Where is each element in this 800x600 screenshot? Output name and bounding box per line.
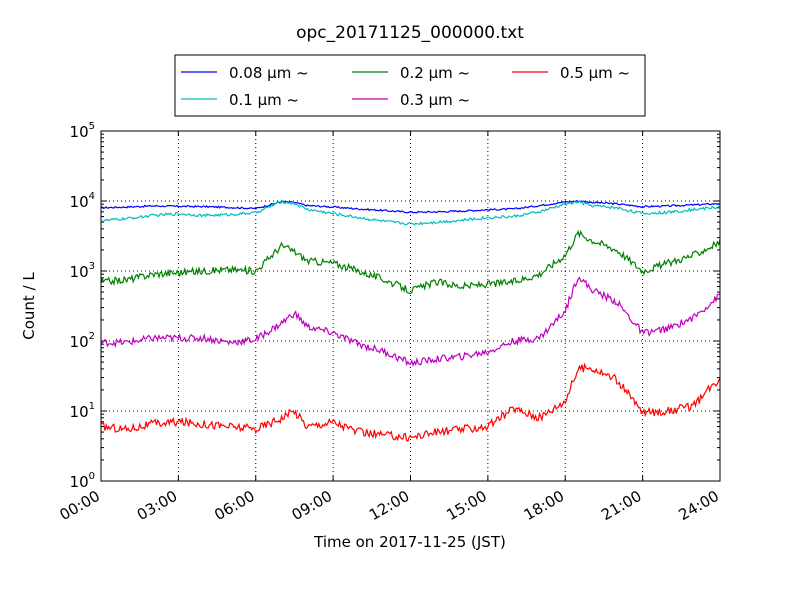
x-tick-label: 06:00 (211, 487, 257, 524)
series-line (100, 229, 721, 295)
x-tick-label: 00:00 (57, 487, 103, 524)
x-tick-label: 09:00 (289, 487, 335, 524)
y-tick-label: 101 (70, 401, 95, 421)
x-tick-label: 03:00 (134, 487, 180, 524)
legend-label: 0.2 μm ~ (400, 64, 470, 82)
y-tick-label: 105 (70, 121, 95, 141)
x-tick-labels: 00:00 03:00 06:00 09:00 12:00 15:00 18:00 21:00… (57, 487, 722, 524)
y-tick-label: 103 (70, 261, 95, 281)
series-line (100, 362, 721, 442)
y-axis-label: Count / L (20, 272, 38, 340)
legend-label: 0.3 μm ~ (400, 91, 470, 109)
grid (101, 131, 720, 481)
y-tick-labels: 100 101 102 103 104 105 (70, 121, 95, 491)
legend-box (174, 54, 646, 117)
series-layer (100, 199, 721, 442)
y-tick-label: 102 (70, 331, 95, 351)
x-tick-label: 12:00 (366, 487, 412, 524)
legend-label: 0.1 μm ~ (229, 91, 299, 109)
x-tick-label: 15:00 (443, 487, 489, 524)
y-tick-label: 104 (70, 191, 95, 211)
series-line (100, 276, 720, 368)
legend-label: 0.5 μm ~ (560, 64, 630, 82)
legend-label: 0.08 μm ~ (229, 64, 309, 82)
chart-title: opc_20171125_000000.txt (296, 23, 524, 43)
x-tick-label: 21:00 (598, 487, 644, 524)
x-tick-label: 18:00 (521, 487, 567, 524)
x-tick-label: 24:00 (676, 487, 722, 524)
x-axis-label: Time on 2017-11-25 (JST) (313, 533, 506, 551)
series-line (100, 199, 721, 226)
legend: 0.08 μm ~ 0.1 μm ~ 0.2 μm ~ 0.3 μm ~ 0.5 μm … (174, 54, 646, 117)
plot-frame (100, 130, 721, 482)
series-line (100, 199, 721, 214)
y-tick-label: 100 (70, 471, 95, 491)
